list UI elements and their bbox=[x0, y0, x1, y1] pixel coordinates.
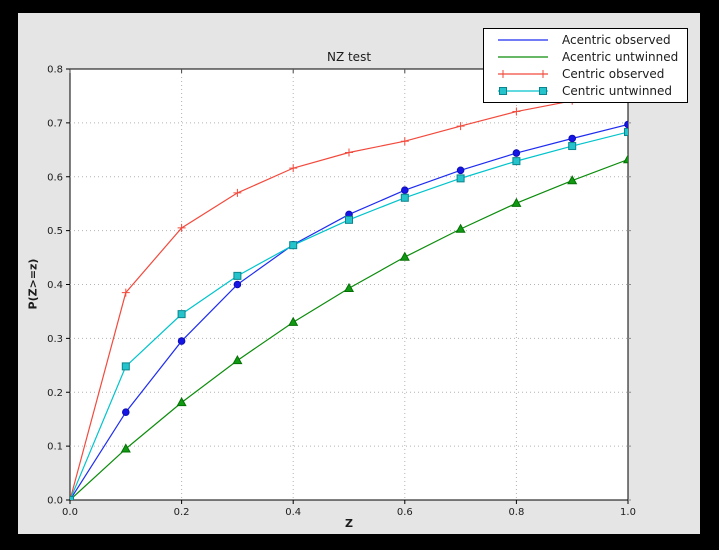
y-tick-label: 0.7 bbox=[47, 118, 63, 129]
marker-square bbox=[512, 157, 521, 166]
marker-circle bbox=[122, 408, 130, 416]
marker-square bbox=[539, 86, 547, 95]
legend-label: Acentric untwinned bbox=[562, 49, 679, 64]
marker-square bbox=[624, 128, 628, 137]
marker-square bbox=[70, 496, 74, 500]
marker-triangle bbox=[567, 175, 578, 185]
y-tick-label: 0.2 bbox=[47, 388, 63, 399]
x-tick-label: 0.4 bbox=[285, 507, 301, 518]
marker-square bbox=[568, 142, 577, 151]
marker-plus bbox=[400, 137, 409, 146]
marker-plus bbox=[512, 107, 521, 116]
marker-circle bbox=[624, 120, 628, 129]
marker-circle bbox=[177, 337, 186, 345]
marker-circle bbox=[233, 280, 242, 289]
legend-sample-centric-observed bbox=[498, 69, 548, 78]
marker-triangle bbox=[511, 197, 522, 207]
marker-triangle bbox=[120, 443, 131, 453]
marker-plus bbox=[456, 122, 465, 131]
marker-triangle bbox=[343, 282, 355, 292]
marker-triangle bbox=[622, 154, 628, 164]
y-tick-label: 0.3 bbox=[47, 334, 63, 345]
x-tick-label: 0.6 bbox=[397, 507, 413, 518]
marker-square bbox=[400, 193, 409, 202]
y-tick-label: 0.6 bbox=[47, 172, 63, 183]
marker-triangle bbox=[176, 397, 187, 407]
marker-square bbox=[289, 241, 298, 250]
legend-label: Centric untwinned bbox=[562, 83, 673, 98]
y-tick-label: 0.8 bbox=[47, 65, 63, 76]
x-axis-label: Z bbox=[345, 517, 353, 530]
legend-item-centric-observed: Centric observed bbox=[492, 65, 687, 82]
marker-plus bbox=[499, 69, 507, 78]
legend-label: Centric observed bbox=[562, 66, 665, 81]
y-tick-label: 0.0 bbox=[47, 496, 63, 507]
y-tick-label: 0.4 bbox=[47, 280, 63, 291]
y-tick-label: 0.1 bbox=[47, 442, 63, 453]
y-axis-label: P(Z>=z) bbox=[26, 258, 40, 310]
legend-sample-acentric-observed bbox=[498, 38, 548, 41]
marker-plus bbox=[121, 288, 130, 297]
x-tick-label: 0.8 bbox=[508, 507, 524, 518]
marker-plus bbox=[289, 164, 298, 173]
marker-plus bbox=[233, 188, 242, 197]
marker-triangle bbox=[288, 316, 299, 326]
legend-item-acentric-observed: Acentric observed bbox=[492, 31, 687, 48]
marker-square bbox=[121, 362, 130, 371]
marker-circle bbox=[401, 186, 409, 195]
marker-square bbox=[233, 271, 242, 280]
marker-circle bbox=[568, 134, 577, 143]
legend-item-centric-untwinned: Centric untwinned bbox=[492, 82, 687, 99]
marker-triangle bbox=[232, 355, 243, 365]
legend-sample-centric-untwinned bbox=[498, 86, 548, 95]
marker-triangle bbox=[455, 223, 466, 233]
marker-square bbox=[345, 215, 353, 224]
chart-canvas: 0.0 0.2 0.4 0.6 0.8 1.0 0.0 0.1 0.2 0.3 0.4 0.5 0.6 0… bbox=[47, 65, 636, 519]
chart-title: NZ test bbox=[326, 50, 372, 64]
legend-item-acentric-untwinned: Acentric untwinned bbox=[492, 48, 687, 65]
x-tick-label: 1.0 bbox=[620, 507, 636, 518]
x-tick-label: 0.2 bbox=[174, 507, 190, 518]
y-tick-label: 0.5 bbox=[47, 226, 63, 237]
figure: 0.0 0.2 0.4 0.6 0.8 1.0 0.0 0.1 0.2 0.3 0.4 0.5 0.6 0… bbox=[18, 13, 700, 534]
series-acentric-untwinned bbox=[70, 154, 628, 500]
marker-square bbox=[456, 174, 465, 183]
marker-plus bbox=[345, 148, 353, 157]
series-centric-untwinned bbox=[70, 128, 628, 500]
marker-triangle bbox=[399, 251, 410, 261]
marker-plus bbox=[177, 223, 186, 232]
marker-square bbox=[499, 86, 507, 95]
marker-circle bbox=[512, 149, 521, 157]
marker-plus bbox=[539, 69, 547, 78]
marker-square bbox=[177, 310, 186, 319]
marker-circle bbox=[456, 166, 465, 175]
x-tick-label: 0.0 bbox=[62, 507, 78, 518]
legend-label: Acentric observed bbox=[562, 32, 671, 47]
legend: Acentric observed Acentric untwinned Cen… bbox=[483, 28, 688, 103]
legend-sample-acentric-untwinned bbox=[498, 55, 548, 58]
